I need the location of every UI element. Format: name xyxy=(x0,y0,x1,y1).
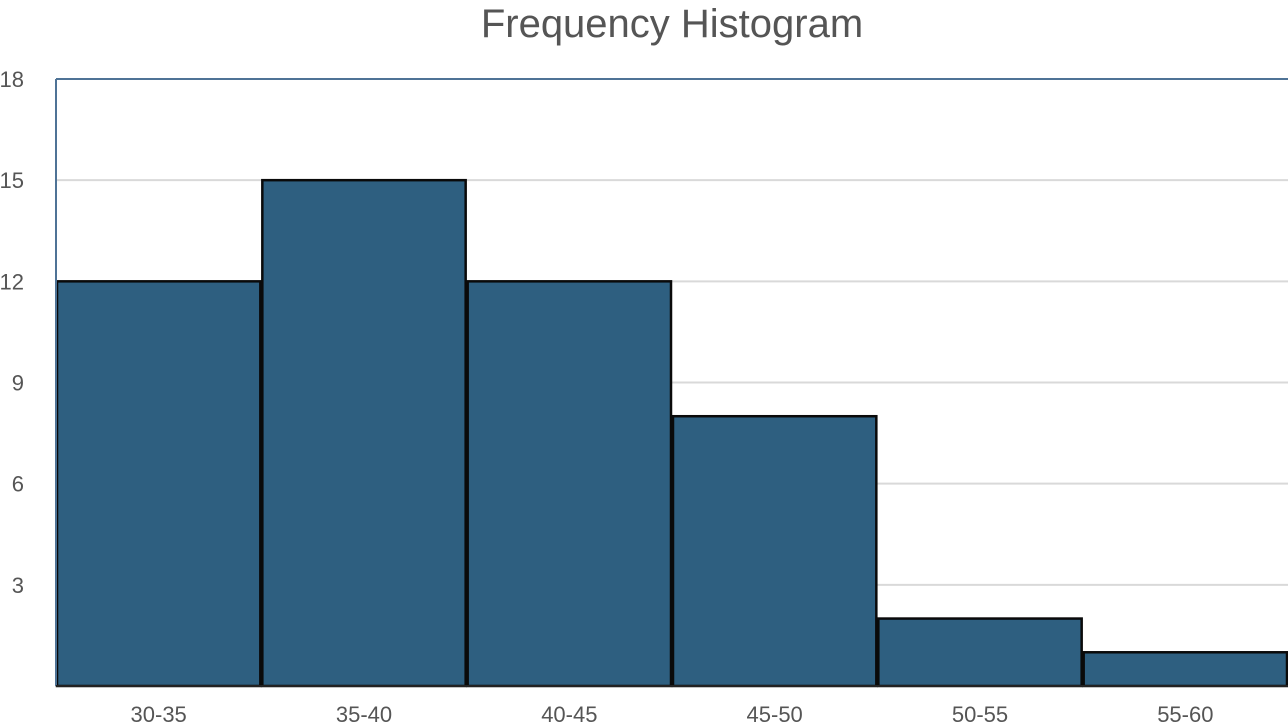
x-tick-label-30-35: 30-35 xyxy=(131,702,187,726)
chart-title: Frequency Histogram xyxy=(481,2,863,46)
x-tick-label-45-50: 45-50 xyxy=(747,702,803,726)
bar-30-35 xyxy=(55,280,262,688)
bar-55-60 xyxy=(1082,651,1288,688)
bar-35-40 xyxy=(261,178,467,688)
x-tick-label-40-45: 40-45 xyxy=(541,702,597,726)
x-tick-label-55-60: 55-60 xyxy=(1157,702,1213,726)
axes xyxy=(55,78,1288,687)
bar-45-50 xyxy=(671,414,878,688)
y-tick-label-9: 9 xyxy=(12,371,24,396)
y-tick-label-15: 15 xyxy=(0,168,24,193)
x-axis-tick-labels: 30-35 35-40 40-45 45-50 50-55 55-60 xyxy=(131,702,1214,726)
x-tick-label-50-55: 50-55 xyxy=(952,702,1008,726)
bar-40-45 xyxy=(466,280,673,688)
x-tick-label-35-40: 35-40 xyxy=(336,702,392,726)
y-tick-label-12: 12 xyxy=(0,269,24,294)
y-tick-label-18: 18 xyxy=(0,67,24,92)
bar-50-55 xyxy=(877,617,1083,688)
y-axis-tick-labels: 3 6 9 12 15 18 xyxy=(0,67,24,598)
y-tick-label-3: 3 xyxy=(12,573,24,598)
histogram-bars xyxy=(55,178,1288,688)
y-tick-label-6: 6 xyxy=(12,472,24,497)
